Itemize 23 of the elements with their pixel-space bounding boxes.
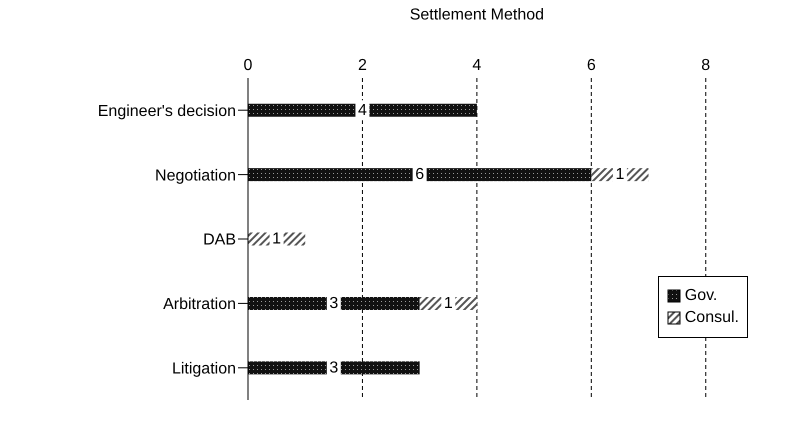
bar (248, 168, 592, 182)
x-axis-title: Settlement Method (410, 6, 544, 24)
y-tick-label: Litigation (172, 360, 236, 378)
y-tick-label: Negotiation (155, 167, 236, 184)
x-tick-label: 6 (586, 57, 596, 74)
y-tick-label: DAB (203, 232, 236, 249)
legend-label: Gov. (684, 287, 718, 305)
x-tick-label: 0 (244, 57, 253, 74)
bar (248, 296, 420, 310)
y-tick-label: Engineer's decision (98, 102, 236, 120)
y-tick-label: Arbitration (163, 296, 236, 314)
bar (248, 361, 420, 374)
x-tick-label: 8 (701, 57, 710, 74)
data-label: 4 (358, 102, 367, 119)
data-label: 3 (329, 294, 338, 312)
x-tick-label: 4 (472, 57, 482, 74)
legend-label: Consul. (684, 309, 739, 327)
data-label: 6 (415, 166, 424, 184)
data-label: 1 (444, 294, 453, 312)
data-label: 1 (615, 166, 624, 184)
data-label: 1 (272, 230, 282, 248)
data-label: 3 (329, 359, 338, 376)
x-tick-label: 2 (358, 57, 367, 74)
